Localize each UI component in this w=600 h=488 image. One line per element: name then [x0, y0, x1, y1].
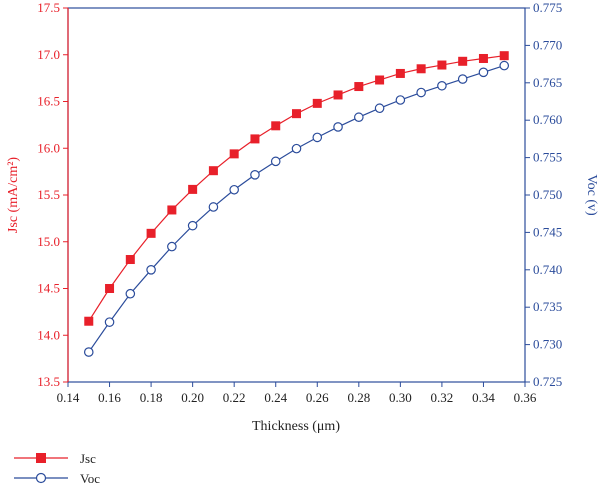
- x-tick-label: 0.28: [347, 390, 370, 405]
- left-y-tick-label: 15.0: [37, 234, 60, 249]
- left-y-tick-label: 14.5: [37, 281, 60, 296]
- plot-frame: [67, 7, 526, 383]
- series-group: [83, 51, 510, 357]
- data-point-voc: [229, 184, 239, 195]
- legend-item-voc: Voc: [14, 471, 100, 486]
- data-point-jsc: [416, 64, 426, 74]
- x-tick-label: 0.14: [57, 390, 80, 405]
- data-point-jsc: [312, 98, 322, 108]
- right-y-tick-label: 0.765: [533, 75, 562, 90]
- right-y-tick-label: 0.775: [533, 0, 562, 15]
- series-line-jsc: [88, 55, 505, 322]
- data-point-voc: [312, 132, 323, 143]
- legend-label-jsc: Jsc: [80, 451, 96, 466]
- data-point-voc: [354, 112, 364, 123]
- right-y-axis-title: Voc (v): [584, 174, 599, 216]
- x-tick-label: 0.22: [223, 390, 246, 405]
- data-point-voc: [437, 80, 447, 91]
- left-y-axis-title: Jsc (mA/cm²): [6, 157, 21, 233]
- left-y-tick-label: 15.5: [37, 187, 60, 202]
- legend-item-jsc: Jsc: [14, 451, 96, 466]
- left-y-tick-label: 16.0: [37, 140, 60, 155]
- right-y-tick-label: 0.735: [533, 299, 562, 314]
- x-tick-label: 0.34: [472, 390, 495, 405]
- data-point-jsc: [84, 316, 94, 326]
- data-point-jsc: [125, 255, 135, 265]
- legend-marker-voc: [35, 472, 47, 484]
- left-y-tick-label: 17.0: [37, 47, 60, 62]
- left-y-tick-label: 13.5: [37, 374, 60, 389]
- right-y-tick-label: 0.730: [533, 337, 562, 352]
- data-point-jsc: [458, 56, 468, 66]
- right-y-tick-label: 0.725: [533, 374, 562, 389]
- x-tick-label: 0.18: [140, 390, 163, 405]
- data-point-voc: [291, 143, 302, 154]
- left-y-tick-label: 14.0: [37, 327, 60, 342]
- right-y-tick-label: 0.755: [533, 150, 562, 165]
- data-point-voc: [270, 156, 281, 167]
- data-point-jsc: [375, 75, 385, 85]
- data-point-voc: [167, 241, 177, 252]
- data-point-jsc: [105, 284, 115, 293]
- x-tick-label: 0.20: [181, 390, 204, 405]
- data-point-voc: [187, 220, 198, 231]
- x-tick-label: 0.36: [514, 390, 537, 405]
- data-point-voc: [374, 103, 385, 114]
- data-point-jsc: [229, 149, 239, 159]
- x-tick-label: 0.24: [264, 390, 287, 405]
- data-point-jsc: [395, 68, 405, 78]
- data-point-voc: [83, 347, 94, 357]
- data-point-voc: [395, 95, 406, 105]
- data-point-jsc: [167, 205, 177, 215]
- data-point-voc: [478, 67, 489, 78]
- data-point-jsc: [499, 51, 509, 61]
- data-point-jsc: [250, 134, 260, 144]
- data-point-voc: [457, 74, 468, 84]
- data-point-jsc: [437, 60, 447, 70]
- legend-marker-jsc: [36, 453, 46, 463]
- data-point-voc: [499, 60, 510, 71]
- x-tick-label: 0.30: [389, 390, 412, 405]
- data-point-voc: [146, 264, 156, 275]
- data-point-voc: [333, 122, 343, 132]
- right-y-tick-label: 0.750: [533, 187, 562, 202]
- data-point-jsc: [333, 90, 343, 100]
- data-point-voc: [125, 288, 136, 299]
- data-point-voc: [208, 202, 219, 212]
- data-point-voc: [250, 170, 260, 180]
- x-axis-title: Thickness (μm): [252, 419, 340, 434]
- legend: Jsc Voc: [14, 451, 100, 486]
- right-y-tick-label: 0.740: [533, 262, 562, 277]
- data-point-voc: [416, 87, 426, 98]
- data-point-jsc: [292, 109, 301, 119]
- x-tick-label: 0.26: [306, 390, 329, 405]
- right-y-tick-label: 0.745: [533, 224, 562, 239]
- data-point-jsc: [208, 166, 218, 176]
- right-y-tick-label: 0.770: [533, 37, 562, 52]
- data-point-jsc: [188, 184, 198, 194]
- axes-group: 0.14 0.16 0.18 0.20 0.22 0.24 0.26 0.28 0.30 0.32…: [37, 0, 562, 405]
- legend-label-voc: Voc: [80, 471, 100, 486]
- data-point-jsc: [271, 121, 281, 131]
- data-point-jsc: [354, 82, 364, 92]
- right-y-tick-label: 0.760: [533, 112, 562, 127]
- data-point-jsc: [146, 228, 156, 238]
- left-y-tick-label: 17.5: [37, 0, 60, 15]
- left-y-tick-label: 16.5: [37, 94, 60, 109]
- data-point-jsc: [478, 53, 488, 63]
- data-point-voc: [104, 317, 115, 327]
- x-tick-label: 0.32: [431, 390, 454, 405]
- series-line-voc: [88, 65, 505, 353]
- x-tick-label: 0.16: [98, 390, 121, 405]
